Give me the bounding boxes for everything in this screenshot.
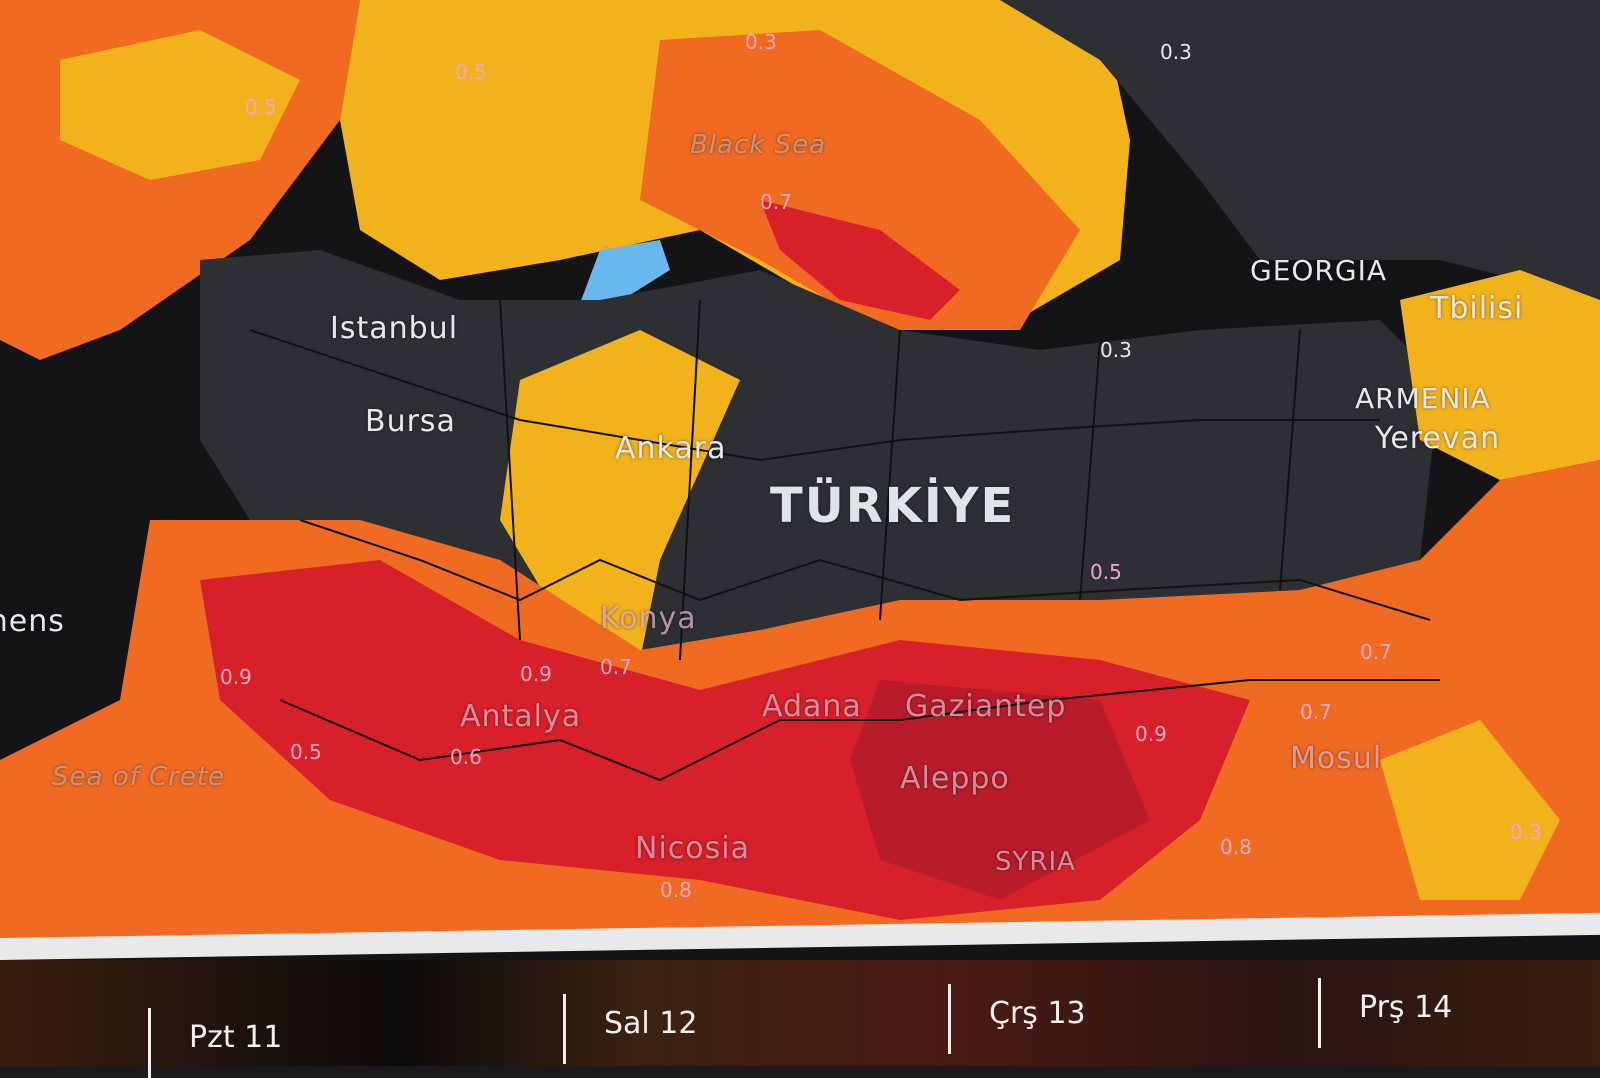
contour-value: 0.5 bbox=[1090, 560, 1122, 584]
contour-value: 0.7 bbox=[1300, 700, 1332, 724]
city-label-nicosia: Nicosia bbox=[635, 831, 750, 866]
timeline-day-tuesday[interactable]: Sal 12 bbox=[563, 994, 697, 1064]
heat-region-black-sea-orange bbox=[640, 30, 1080, 330]
country-label-armenia: ARMENIA bbox=[1355, 382, 1491, 415]
city-label-bursa: Bursa bbox=[365, 404, 456, 439]
sea-label-sea-of-crete: Sea of Crete bbox=[52, 762, 226, 792]
heat-region-east-yellow bbox=[1400, 270, 1600, 480]
city-label-aleppo: Aleppo bbox=[900, 761, 1010, 796]
contour-value: 0.6 bbox=[450, 745, 482, 769]
city-label-athens: Athens bbox=[0, 604, 65, 639]
city-label-gaziantep: Gaziantep bbox=[905, 689, 1067, 724]
timeline-day-monday[interactable]: Pzt 11 bbox=[148, 1008, 282, 1078]
contour-value: 0.3 bbox=[1160, 40, 1192, 64]
country-label-turkiye: TÜRKİYE bbox=[770, 478, 1016, 534]
contour-value: 0.7 bbox=[1360, 640, 1392, 664]
timeline-day-wednesday[interactable]: Çrş 13 bbox=[948, 984, 1086, 1054]
city-label-yerevan: Yerevan bbox=[1375, 421, 1501, 456]
heat-region-northwest-yellow bbox=[60, 30, 300, 180]
heat-region-south-deep-red bbox=[850, 680, 1150, 900]
city-label-istanbul: Istanbul bbox=[330, 311, 459, 346]
contour-value: 0.8 bbox=[1220, 835, 1252, 859]
contour-value: 0.3 bbox=[1100, 338, 1132, 362]
city-label-mosul: Mosul bbox=[1290, 741, 1383, 776]
contour-value: 0.9 bbox=[520, 662, 552, 686]
city-label-adana: Adana bbox=[762, 689, 862, 724]
contour-value: 0.9 bbox=[220, 665, 252, 689]
country-label-georgia: GEORGIA bbox=[1250, 254, 1387, 287]
city-label-ankara: Ankara bbox=[615, 431, 727, 466]
sea-label-black-sea: Black Sea bbox=[690, 130, 827, 160]
province-borders bbox=[249, 299, 1440, 782]
heat-region-southeast-yellow bbox=[1380, 720, 1560, 900]
city-label-antalya: Antalya bbox=[460, 699, 582, 734]
contour-value: 0.3 bbox=[745, 30, 777, 54]
land-caucasus bbox=[1000, 0, 1600, 300]
city-label-tbilisi: Tbilisi bbox=[1430, 291, 1524, 326]
contour-value: 0.7 bbox=[600, 655, 632, 679]
weather-map[interactable] bbox=[0, 0, 1600, 960]
heat-region-black-sea-red bbox=[760, 200, 960, 320]
contour-value: 0.7 bbox=[760, 190, 792, 214]
city-label-konya: Konya bbox=[600, 601, 697, 636]
contour-value: 0.3 bbox=[1510, 820, 1542, 844]
contour-value: 0.9 bbox=[1135, 722, 1167, 746]
timeline-day-thursday[interactable]: Prş 14 bbox=[1318, 978, 1452, 1048]
contour-value: 0.5 bbox=[455, 60, 487, 84]
timeline-bar[interactable]: Pzt 11 Sal 12 Çrş 13 Prş 14 bbox=[0, 960, 1600, 1078]
contour-value: 0.5 bbox=[290, 740, 322, 764]
country-label-syria: SYRIA bbox=[995, 847, 1076, 877]
land-turkiye bbox=[200, 250, 1440, 650]
heat-region-central-anatolia bbox=[500, 330, 740, 660]
contour-value: 0.5 bbox=[245, 95, 277, 119]
contour-value: 0.8 bbox=[660, 878, 692, 902]
